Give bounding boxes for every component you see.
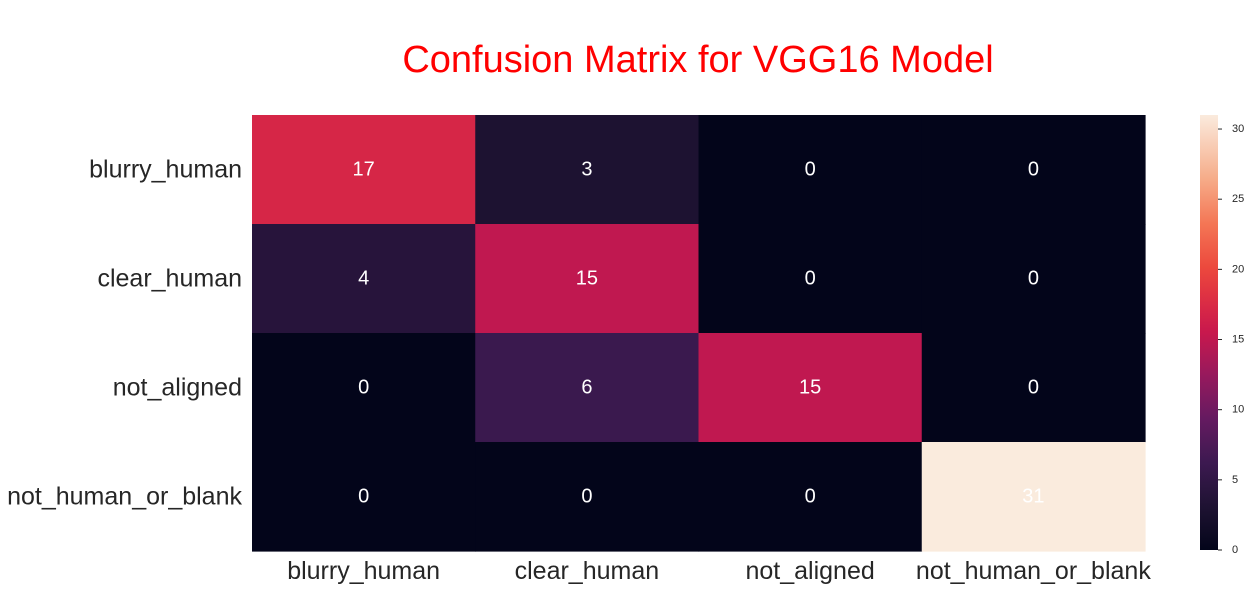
heatmap-cell-1-3	[921, 224, 1146, 334]
heatmap-cell-3-0	[252, 442, 476, 552]
heatmap-cell-1-1	[475, 224, 700, 334]
heatmap-cell-2-3	[921, 333, 1146, 443]
cell-value-0-0: 17	[353, 159, 375, 181]
colorbar-ticks: 0 5 10 15 20 25 30	[1218, 123, 1244, 556]
x-tick-label-1: clear_human	[515, 557, 660, 585]
x-tick-label-0: blurry_human	[287, 557, 440, 585]
heatmap-cell-0-2	[698, 115, 923, 225]
cell-value-0-2: 0	[805, 159, 816, 181]
heatmap-cell-1-0	[252, 224, 476, 334]
chart-title: Confusion Matrix for VGG16 Model	[402, 39, 993, 81]
cell-value-3-3: 31	[1022, 486, 1044, 508]
cell-value-1-2: 0	[805, 268, 816, 290]
colorbar-tick-label-3: 15	[1232, 334, 1244, 346]
cell-value-1-0: 4	[358, 268, 369, 290]
cell-value-0-3: 0	[1028, 159, 1039, 181]
x-tick-labels: blurry_human clear_human not_aligned not_hu…	[287, 557, 1151, 585]
x-tick-label-2: not_aligned	[745, 557, 874, 585]
colorbar-tick-label-4: 20	[1232, 263, 1244, 275]
colorbar-tick-label-0: 0	[1232, 544, 1238, 556]
cell-value-3-1: 0	[581, 486, 592, 508]
cell-value-2-1: 6	[581, 377, 592, 399]
cell-value-3-2: 0	[805, 486, 816, 508]
heatmap-cells	[252, 115, 1146, 552]
colorbar-tick-label-2: 10	[1232, 404, 1244, 416]
cell-value-1-1: 15	[576, 268, 598, 290]
y-tick-label-0: blurry_human	[89, 156, 242, 184]
cell-value-1-3: 0	[1028, 268, 1039, 290]
cell-value-0-1: 3	[581, 159, 592, 181]
heatmap-cell-2-2	[698, 333, 923, 443]
cell-labels: 17 3 0 0 4 15 0 0 0 6 15 0 0 0 0 31	[353, 159, 1045, 508]
heatmap-cell-2-0	[252, 333, 476, 443]
heatmap-cell-3-3	[921, 442, 1146, 552]
colorbar	[1200, 115, 1218, 550]
y-tick-label-3: not_human_or_blank	[7, 483, 242, 511]
colorbar-tick-label-1: 5	[1232, 474, 1238, 486]
y-tick-labels: blurry_human clear_human not_aligned not_hu…	[7, 156, 242, 511]
colorbar-tick-label-6: 30	[1232, 123, 1244, 135]
cell-value-2-0: 0	[358, 377, 369, 399]
heatmap-cell-2-1	[475, 333, 700, 443]
heatmap-cell-1-2	[698, 224, 923, 334]
heatmap-cell-0-0	[252, 115, 476, 225]
heatmap-cell-0-3	[921, 115, 1146, 225]
colorbar-tick-label-5: 25	[1232, 193, 1244, 205]
y-tick-label-1: clear_human	[97, 265, 242, 293]
heatmap-cell-0-1	[475, 115, 700, 225]
y-tick-label-2: not_aligned	[113, 374, 242, 402]
heatmap-cell-3-2	[698, 442, 923, 552]
cell-value-2-3: 0	[1028, 377, 1039, 399]
x-tick-label-3: not_human_or_blank	[916, 557, 1151, 585]
heatmap-cell-3-1	[475, 442, 700, 552]
cell-value-2-2: 15	[799, 377, 821, 399]
cell-value-3-0: 0	[358, 486, 369, 508]
